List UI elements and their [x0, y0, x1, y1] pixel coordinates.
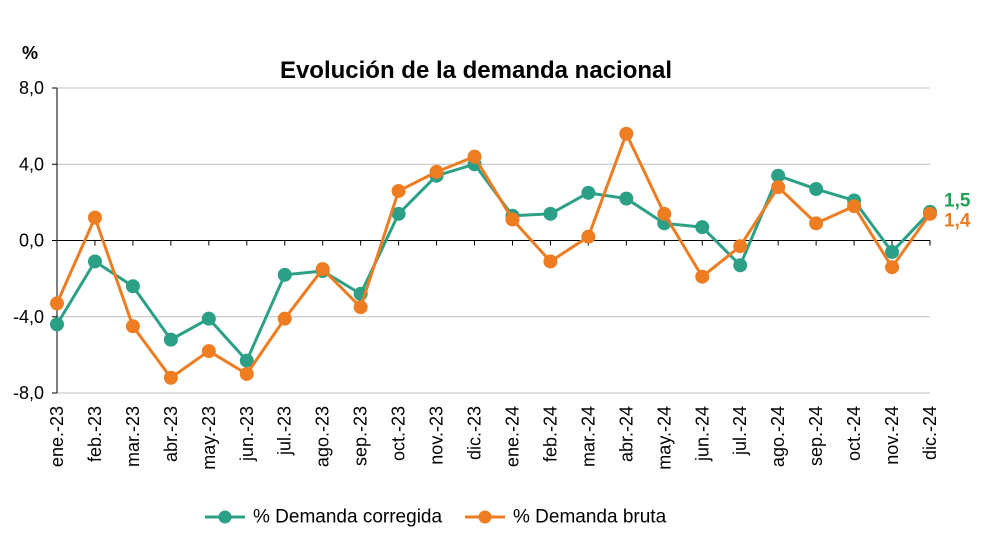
- corregida-end-label: 1,5: [944, 190, 971, 211]
- corregida-point: [125, 279, 140, 294]
- corregida-point: [543, 206, 558, 221]
- x-tick-label: feb.-23: [85, 406, 105, 462]
- x-tick-label: mar.-24: [578, 406, 598, 467]
- x-tick-label: ene.-23: [47, 406, 67, 467]
- bruta-point: [467, 149, 482, 164]
- x-tick-label: may.-23: [199, 406, 219, 470]
- bruta-point: [695, 269, 710, 284]
- x-tick-label: jul.-24: [730, 406, 750, 456]
- bruta-point: [657, 206, 672, 221]
- bruta-point: [505, 212, 520, 227]
- corregida-point: [809, 182, 824, 197]
- bruta-point: [315, 262, 330, 277]
- legend-label-bruta: % Demanda bruta: [513, 507, 667, 528]
- x-tick-label: jul.-23: [275, 406, 295, 456]
- series-bruta: [50, 126, 937, 385]
- x-tick-label: nov.-24: [882, 406, 902, 465]
- bruta-point: [733, 239, 748, 254]
- x-tick-label: ago.-24: [768, 406, 788, 467]
- bruta-point: [239, 366, 254, 381]
- x-tick-label: may.-24: [654, 406, 674, 470]
- bruta-line: [55, 132, 932, 380]
- x-tick-label: dic.-23: [465, 406, 485, 460]
- x-tick-label: ene.-24: [502, 406, 522, 467]
- bruta-end-label: 1,4: [944, 210, 971, 231]
- bruta-point: [581, 229, 596, 244]
- x-tick-label: abr.-23: [161, 406, 181, 462]
- x-tick-label: oct.-24: [844, 406, 864, 461]
- bruta-point: [923, 206, 937, 221]
- bruta-point: [391, 183, 406, 198]
- x-tick-label: jun.-24: [692, 406, 712, 462]
- legend: % Demanda corregida % Demanda bruta: [205, 507, 667, 528]
- y-tick-label: -4,0: [13, 307, 44, 327]
- bruta-point: [885, 260, 900, 275]
- bruta-point: [543, 254, 558, 269]
- plot-area: [50, 126, 937, 385]
- legend-item-corregida: % Demanda corregida: [205, 507, 442, 528]
- chart-title: Evolución de la demanda nacional: [280, 57, 672, 84]
- bruta-point: [277, 311, 292, 326]
- corregida-point: [163, 332, 178, 347]
- bruta-point: [125, 319, 140, 334]
- x-tick-label: mar.-23: [123, 406, 143, 467]
- bruta-point: [353, 300, 368, 315]
- y-axis: 8,0 4,0 0,0 -4,0 -8,0: [13, 78, 58, 403]
- bruta-point: [771, 180, 786, 195]
- corregida-point: [581, 185, 596, 200]
- bruta-point: [201, 344, 216, 359]
- x-tick-label: sep.-24: [806, 406, 826, 466]
- x-tick-label: abr.-24: [616, 406, 636, 462]
- corregida-line: [55, 162, 932, 363]
- corregida-point: [50, 317, 64, 332]
- x-tick-label: feb.-24: [540, 406, 560, 462]
- legend-item-bruta: % Demanda bruta: [465, 507, 667, 528]
- legend-label-corregida: % Demanda corregida: [253, 507, 442, 528]
- x-tick-label: dic.-24: [920, 406, 940, 460]
- corregida-point: [201, 311, 216, 326]
- x-tick-label: ago.-23: [313, 406, 333, 467]
- corregida-point: [277, 267, 292, 282]
- corregida-point: [619, 191, 634, 206]
- y-tick-label: 8,0: [19, 78, 44, 98]
- bruta-point: [809, 216, 824, 231]
- bruta-point: [163, 370, 178, 385]
- x-tick-label: oct.-23: [389, 406, 409, 461]
- x-tick-label: jun.-23: [237, 406, 257, 462]
- corregida-point: [733, 258, 748, 273]
- corregida-point: [885, 244, 900, 259]
- legend-marker-bruta: [478, 510, 492, 524]
- bruta-point: [619, 126, 634, 141]
- corregida-point: [87, 254, 102, 269]
- x-axis: ene.-23 feb.-23 mar.-23 abr.-23 may.-23 jun.-…: [47, 240, 940, 470]
- bruta-point: [429, 164, 444, 179]
- legend-marker-corregida: [218, 510, 232, 524]
- y-tick-label: -8,0: [13, 383, 44, 403]
- y-axis-unit-label: %: [22, 43, 38, 63]
- x-tick-label: nov.-23: [427, 406, 447, 465]
- bruta-point: [87, 210, 102, 225]
- bruta-point: [847, 199, 862, 214]
- x-tick-label: sep.-23: [351, 406, 371, 466]
- bruta-point: [50, 296, 64, 311]
- corregida-point: [695, 220, 710, 235]
- y-tick-label: 4,0: [19, 154, 44, 174]
- end-data-labels: 1,51,4: [944, 190, 971, 231]
- y-tick-label: 0,0: [19, 231, 44, 251]
